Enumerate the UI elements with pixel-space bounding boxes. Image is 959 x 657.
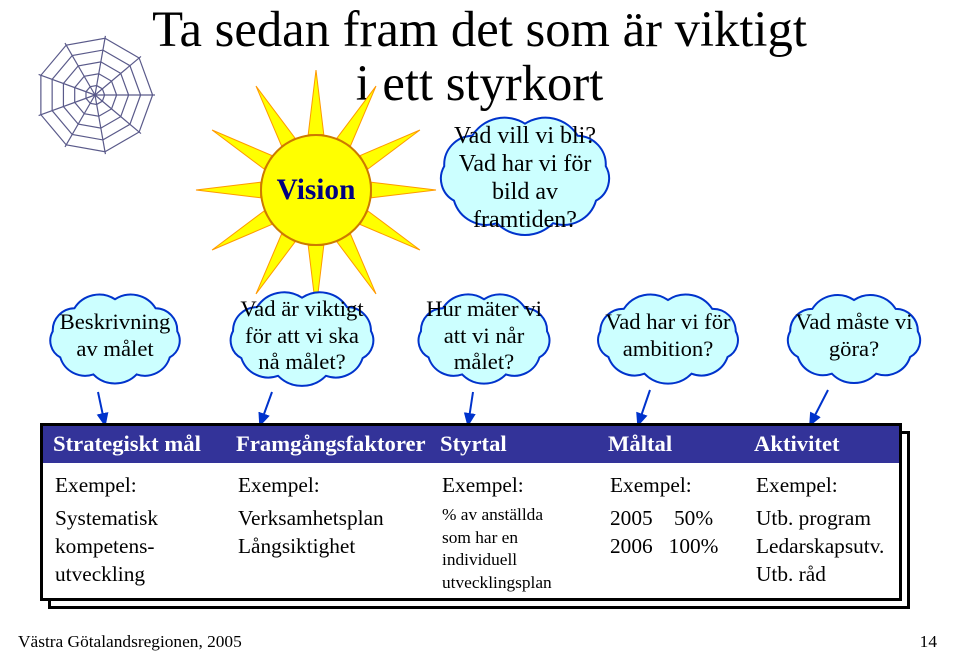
vision-cloud-line: Vad vill vi bli? — [454, 123, 596, 149]
table-body-cell: Exempel: % av anställda som har en individu… — [430, 463, 598, 603]
row-cloud-text-4: Vad måste vigöra? — [779, 309, 929, 363]
footer-right: 14 — [920, 632, 937, 652]
table-header-row: Strategiskt målFramgångsfaktorerStyrtalM… — [43, 426, 899, 463]
vision-label: Vision — [277, 174, 356, 207]
example-label: Exempel: — [238, 472, 420, 500]
cloud-line: göra? — [829, 336, 879, 361]
table-header-cell: Måltal — [598, 426, 744, 463]
table-body-line: Utb. program — [756, 506, 871, 530]
table-body-line: utveckling — [55, 562, 145, 586]
table-body-line: kompetens- — [55, 534, 155, 558]
table-body-cell: Exempel: Verksamhetsplan Långsiktighet — [226, 463, 430, 603]
table-body-cell: Exempel: 2005 50% 2006 100% — [598, 463, 744, 603]
vision-cloud-line: bild av — [492, 179, 558, 205]
cloud-line: Vad är viktigt — [240, 296, 363, 321]
row-cloud-text-0: Beskrivningav målet — [42, 309, 188, 363]
vision-cloud-line: framtiden? — [473, 207, 577, 233]
cloud-line: ambition? — [623, 336, 714, 361]
example-label: Exempel: — [610, 472, 734, 500]
vision-sun-center: Vision — [260, 134, 372, 246]
table-header-cell: Strategiskt mål — [43, 426, 226, 463]
table-header-cell: Framgångsfaktorer — [226, 426, 430, 463]
cloud-line: nå målet? — [258, 349, 345, 374]
table-body-line: som har en — [442, 528, 518, 547]
table-body-line: 2005 50% — [610, 506, 713, 530]
cloud-line: Vad har vi för — [605, 309, 730, 334]
cloud-line: målet? — [454, 349, 514, 374]
table-body-line: 2006 100% — [610, 534, 718, 558]
table-body-line: individuell — [442, 550, 517, 569]
table-body-row: Exempel:Systematiskkompetens-utvecklingE… — [43, 463, 899, 603]
vision-cloud-line: Vad har vi för — [459, 151, 592, 177]
cloud-line: Vad måste vi — [795, 309, 912, 334]
slide-stage: Ta sedan fram det som är viktigti ett st… — [0, 0, 959, 657]
table-header-cell: Styrtal — [430, 426, 598, 463]
table-body-line: % av anställda — [442, 505, 543, 524]
scorecard-table: Strategiskt målFramgångsfaktorerStyrtalM… — [40, 423, 902, 601]
example-label: Exempel: — [55, 472, 216, 500]
table-body-line: Verksamhetsplan — [238, 506, 384, 530]
title-line2: i ett styrkort — [356, 55, 604, 111]
footer-left: Västra Götalandsregionen, 2005 — [18, 632, 242, 652]
cloud-line: för att vi ska — [245, 323, 359, 348]
table-body-line: Långsiktighet — [238, 534, 355, 558]
table-body-line: Systematisk — [55, 506, 158, 530]
cloud-line: av målet — [76, 336, 153, 361]
page-title: Ta sedan fram det som är viktigti ett st… — [0, 2, 959, 110]
row-cloud-text-1: Vad är viktigtför att vi skanå målet? — [221, 296, 384, 376]
title-line1: Ta sedan fram det som är viktigt — [152, 1, 807, 57]
table-body-cell: Exempel: Utb. program Ledarskapsutv. Utb. r… — [744, 463, 899, 603]
table-body-line: Utb. råd — [756, 562, 826, 586]
table-body-cell: Exempel: Systematisk kompetens-utveckling — [43, 463, 226, 603]
table-body-line: utvecklingsplan — [442, 573, 552, 592]
example-label: Exempel: — [756, 472, 889, 500]
row-cloud-text-3: Vad har vi förambition? — [588, 309, 748, 363]
cloud-line: Hur mäter vi — [426, 296, 542, 321]
table-body-line: Ledarskapsutv. — [756, 534, 884, 558]
cloud-line: Beskrivning — [60, 309, 171, 334]
vision-cloud-text: Vad vill vi bli?Vad har vi förbild avfra… — [433, 122, 618, 235]
example-label: Exempel: — [442, 472, 588, 500]
row-cloud-text-2: Hur mäter viatt vi nårmålet? — [410, 296, 558, 376]
table-header-cell: Aktivitet — [744, 426, 899, 463]
cloud-line: att vi når — [444, 323, 525, 348]
